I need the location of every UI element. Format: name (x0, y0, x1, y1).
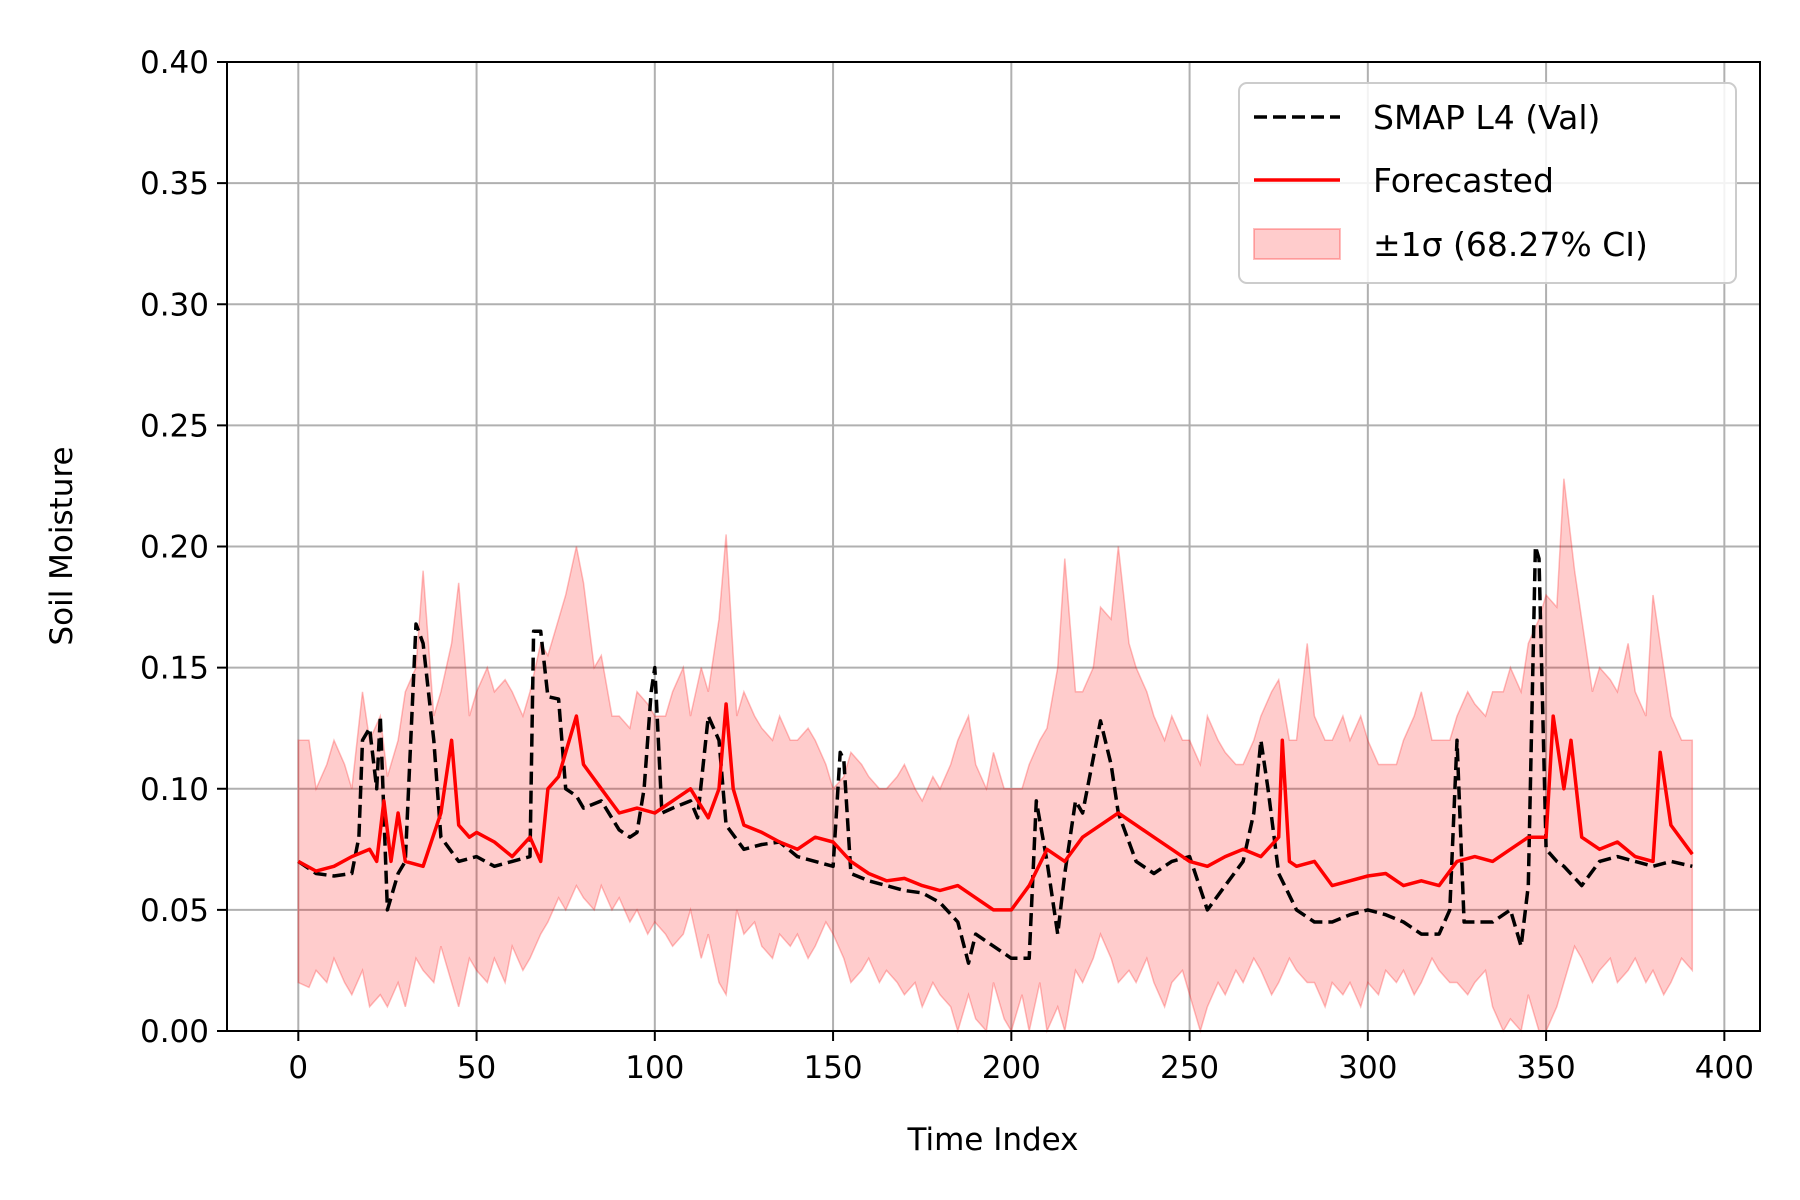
y-tick-label: 0.05 (140, 893, 209, 929)
legend-label-validation: SMAP L4 (Val) (1373, 98, 1600, 137)
x-tick-label: 250 (1160, 1050, 1219, 1086)
validation-series-line (297, 544, 1693, 965)
x-tick-label: 150 (803, 1050, 862, 1086)
y-axis-ticks: 0.00 0.05 0.10 0.15 0.20 0.25 0.30 0.35 0.40 (140, 45, 227, 1050)
x-tick-label: 350 (1517, 1050, 1576, 1086)
y-tick-label: 0.30 (140, 287, 209, 323)
y-tick-label: 0.10 (140, 772, 209, 808)
legend-label-band: ±1σ (68.27% CI) (1373, 225, 1648, 264)
legend: SMAP L4 (Val) Forecasted ±1σ (68.27% CI) (1238, 82, 1737, 284)
x-tick-label: 50 (457, 1050, 496, 1086)
y-tick-label: 0.20 (140, 530, 209, 566)
forecast-series-layer (297, 702, 1694, 912)
x-axis-ticks: 0 50 100 150 200 250 300 350 400 (288, 1031, 1754, 1086)
y-tick-label: 0.25 (140, 408, 209, 444)
forecast-series-line (297, 702, 1694, 912)
y-tick-label: 0.40 (140, 45, 209, 81)
confidence-band (297, 478, 1694, 1034)
x-axis-label: Time Index (906, 1122, 1078, 1158)
x-tick-label: 400 (1695, 1050, 1754, 1086)
validation-series-layer (297, 544, 1693, 965)
x-tick-label: 0 (288, 1050, 308, 1086)
legend-box (1238, 82, 1737, 284)
x-tick-label: 100 (625, 1050, 684, 1086)
y-tick-label: 0.15 (140, 651, 209, 687)
x-tick-label: 300 (1338, 1050, 1397, 1086)
y-axis-label: Soil Moisture (44, 446, 80, 645)
x-tick-label: 200 (982, 1050, 1041, 1086)
legend-label-forecast: Forecasted (1373, 161, 1554, 200)
legend-swatch-band (1253, 228, 1341, 260)
confidence-band-layer (297, 478, 1694, 1034)
y-tick-label: 0.35 (140, 166, 209, 202)
y-tick-label: 0.00 (140, 1014, 209, 1050)
